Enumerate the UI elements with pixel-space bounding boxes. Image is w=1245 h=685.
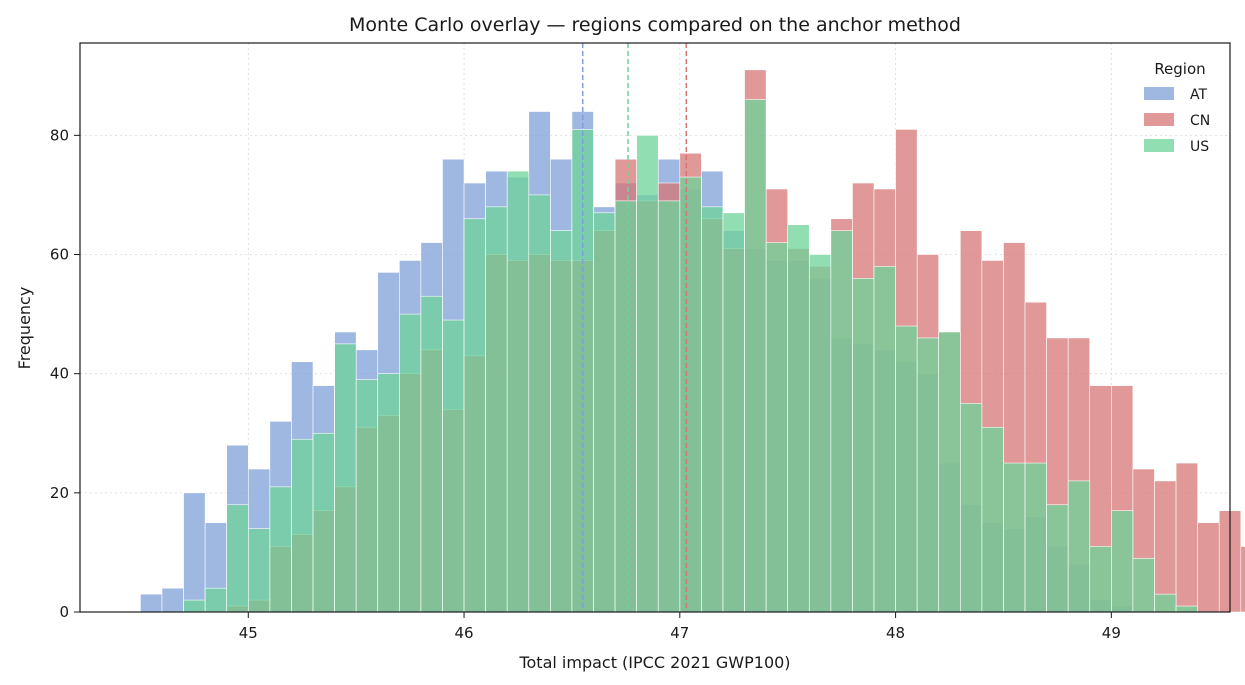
bar-us bbox=[701, 206, 724, 613]
bar-us bbox=[420, 295, 443, 613]
bar-us bbox=[247, 528, 271, 613]
bar-us bbox=[550, 230, 573, 613]
bar-us bbox=[873, 266, 896, 613]
y-tick-label: 60 bbox=[50, 246, 69, 264]
y-axis-label: Frequency bbox=[15, 287, 34, 370]
bar-us bbox=[852, 278, 875, 613]
bar-at bbox=[140, 593, 163, 613]
bar-us bbox=[744, 99, 767, 613]
bar-us bbox=[269, 486, 292, 613]
bar-us bbox=[1111, 510, 1134, 613]
bar-us bbox=[765, 242, 788, 613]
y-tick-label: 0 bbox=[59, 603, 69, 621]
bar-us bbox=[442, 319, 465, 613]
bar-us bbox=[1046, 504, 1069, 613]
bar-us bbox=[1024, 462, 1047, 613]
bar-cn bbox=[1175, 462, 1198, 613]
legend-swatch-us bbox=[1144, 139, 1174, 152]
bar-us bbox=[593, 212, 616, 613]
bar-us bbox=[960, 403, 983, 613]
y-tick-label: 20 bbox=[50, 484, 69, 502]
bar-us bbox=[334, 343, 357, 613]
x-tick-label: 46 bbox=[455, 624, 474, 642]
chart-title: Monte Carlo overlay — regions compared o… bbox=[349, 14, 961, 36]
bar-us bbox=[1067, 480, 1091, 613]
bar-us bbox=[657, 200, 681, 613]
bar-us bbox=[506, 170, 530, 613]
bar-us bbox=[485, 206, 508, 613]
x-axis-label: Total impact (IPCC 2021 GWP100) bbox=[518, 653, 790, 672]
bar-us bbox=[1089, 546, 1112, 613]
bar-us bbox=[679, 176, 702, 613]
bar-at bbox=[161, 587, 184, 613]
bar-us bbox=[183, 599, 206, 613]
legend-swatch-at bbox=[1144, 87, 1174, 100]
bar-us bbox=[291, 438, 314, 613]
bar-cn bbox=[1240, 546, 1245, 613]
bar-us bbox=[528, 194, 551, 613]
bar-us bbox=[377, 373, 400, 613]
bar-cn bbox=[1154, 480, 1177, 613]
bar-us bbox=[312, 432, 335, 613]
bar-us bbox=[463, 218, 486, 613]
bar-us bbox=[399, 313, 422, 613]
bars-layer bbox=[140, 69, 1245, 613]
bar-us bbox=[1003, 462, 1026, 613]
plot-frame bbox=[79, 42, 1231, 613]
legend: Region AT CN US bbox=[1144, 60, 1210, 155]
bar-us bbox=[355, 379, 379, 613]
y-tick-label: 40 bbox=[50, 365, 69, 383]
bar-us bbox=[722, 212, 745, 613]
x-axis-ticks: 45 46 47 48 49 bbox=[239, 612, 1121, 642]
bar-us bbox=[808, 254, 832, 613]
bar-us bbox=[981, 426, 1004, 613]
bar-us bbox=[1132, 558, 1155, 613]
bar-at bbox=[183, 492, 206, 613]
bar-us bbox=[636, 135, 659, 613]
x-tick-label: 49 bbox=[1102, 624, 1121, 642]
bar-us bbox=[895, 325, 918, 613]
bar-us bbox=[204, 587, 228, 613]
legend-swatch-cn bbox=[1144, 113, 1174, 126]
bar-us bbox=[830, 230, 853, 613]
bar-cn bbox=[1197, 522, 1220, 613]
mean-lines bbox=[581, 43, 688, 612]
bar-us bbox=[787, 224, 810, 613]
bar-us bbox=[1175, 605, 1198, 613]
bar-us bbox=[1154, 593, 1177, 613]
y-axis-ticks: 0 20 40 60 80 bbox=[50, 126, 80, 621]
x-tick-label: 45 bbox=[239, 624, 258, 642]
legend-title: Region bbox=[1154, 60, 1205, 78]
bar-us bbox=[614, 200, 637, 613]
legend-label-at: AT bbox=[1190, 87, 1207, 103]
x-tick-label: 47 bbox=[670, 624, 689, 642]
series-us bbox=[183, 99, 1198, 613]
bar-us bbox=[226, 504, 249, 613]
bar-us bbox=[938, 331, 961, 613]
bar-us bbox=[916, 337, 940, 613]
legend-label-cn: CN bbox=[1190, 113, 1210, 129]
x-tick-label: 48 bbox=[886, 624, 905, 642]
legend-label-us: US bbox=[1190, 139, 1209, 155]
y-tick-label: 80 bbox=[50, 126, 69, 144]
